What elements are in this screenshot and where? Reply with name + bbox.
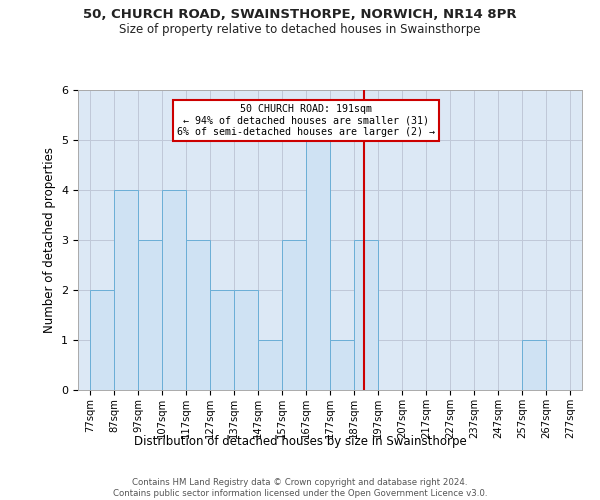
Bar bbox=[306, 140, 330, 390]
Text: Size of property relative to detached houses in Swainsthorpe: Size of property relative to detached ho… bbox=[119, 22, 481, 36]
Bar bbox=[354, 240, 378, 390]
Bar bbox=[162, 190, 186, 390]
Bar bbox=[282, 240, 306, 390]
Bar bbox=[138, 240, 162, 390]
Bar bbox=[258, 340, 282, 390]
Text: 50 CHURCH ROAD: 191sqm
← 94% of detached houses are smaller (31)
6% of semi-deta: 50 CHURCH ROAD: 191sqm ← 94% of detached… bbox=[177, 104, 435, 137]
Bar bbox=[234, 290, 258, 390]
Text: 50, CHURCH ROAD, SWAINSTHORPE, NORWICH, NR14 8PR: 50, CHURCH ROAD, SWAINSTHORPE, NORWICH, … bbox=[83, 8, 517, 20]
Bar bbox=[114, 190, 138, 390]
Text: Distribution of detached houses by size in Swainsthorpe: Distribution of detached houses by size … bbox=[134, 435, 466, 448]
Bar bbox=[90, 290, 114, 390]
Text: Contains HM Land Registry data © Crown copyright and database right 2024.
Contai: Contains HM Land Registry data © Crown c… bbox=[113, 478, 487, 498]
Y-axis label: Number of detached properties: Number of detached properties bbox=[43, 147, 56, 333]
Bar bbox=[186, 240, 210, 390]
Bar bbox=[210, 290, 234, 390]
Bar bbox=[330, 340, 354, 390]
Bar bbox=[522, 340, 546, 390]
